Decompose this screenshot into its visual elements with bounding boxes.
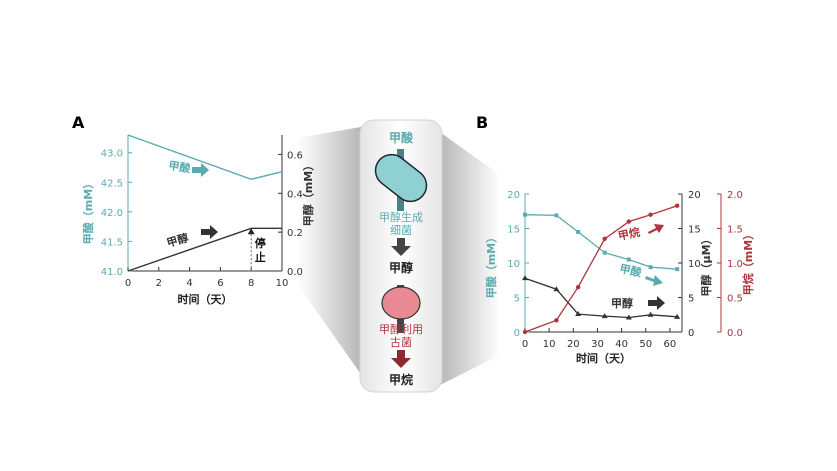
chart-b-x-tick-label: 0 (522, 339, 528, 350)
diagram-bacteria-label-2: 细菌 (390, 224, 412, 237)
chart-b-tick-label-methane: 0.0 (727, 328, 743, 339)
chart-b-point-formate (602, 250, 607, 255)
chart-b-tick-label-formate: 20 (507, 190, 520, 201)
chart-b-tick-label-methanol: 0 (688, 328, 694, 339)
chart-a-left-tick-label: 41.0 (101, 267, 123, 278)
chart-b-tick-label-methane: 2.0 (727, 190, 743, 201)
chart-a-stop-marker (247, 228, 255, 235)
chart-a-formate-label: 甲酸 (168, 158, 193, 175)
methanol-using-archaeon (381, 286, 421, 320)
chart-b-methane-arrow (648, 224, 664, 234)
chart-b-methane-label: 甲烷 (617, 225, 641, 243)
chart-b-formate-label: 甲酸 (618, 261, 643, 279)
chart-b-tick-label-formate: 0 (514, 328, 520, 339)
chart-b-point-formate (523, 212, 527, 217)
chart-b-tick-label-methane: 1.0 (727, 259, 743, 270)
methanol-producing-bacterium (374, 153, 428, 203)
diagram-methane-label: 甲烷 (389, 372, 413, 387)
chart-b: 0 5 10 15 20 0 5 10 15 20 0.0 0.5 1.0 1.5 2.0 0 10 20 30 40… (484, 190, 755, 365)
chart-a-x-tick-label: 10 (276, 278, 289, 289)
chart-b-point-methane (626, 219, 632, 224)
chart-a-series-formate-line (127, 134, 283, 181)
chart-b-tick-label-formate: 10 (507, 259, 520, 270)
chart-b-point-methanol (575, 311, 582, 317)
chart-b-point-formate (554, 213, 559, 218)
chart-a-right-tick-label: 0.2 (287, 228, 303, 239)
chart-a: 41.0 41.5 42.0 42.5 43.0 0.0 0.2 0.4 0.6 0 2 4 6 8 10 时… (81, 134, 315, 306)
panel-b-label: B (476, 113, 488, 132)
chart-a-left-tick-label: 42.5 (101, 178, 123, 189)
chart-b-tick-label-formate: 5 (514, 294, 520, 305)
chart-b-point-methane (522, 329, 528, 335)
chart-b-point-methane (575, 284, 581, 290)
chart-b-point-methanol (553, 286, 560, 292)
chart-b-point-formate (576, 229, 581, 234)
chart-b-x-tick-label: 40 (615, 339, 628, 350)
chart-b-series-formate-line (524, 214, 678, 270)
chart-b-tick-label-formate: 15 (507, 225, 520, 236)
zoom-wedge-left (298, 125, 372, 390)
chart-a-x-tick-label: 8 (248, 278, 254, 289)
chart-b-tick-label-methanol: 20 (688, 190, 701, 201)
diagram-formate-label: 甲酸 (389, 130, 414, 145)
chart-a-stop-label-2: 止 (255, 250, 266, 264)
chart-a-left-tick-label: 43.0 (101, 149, 123, 160)
diagram-archaea-label-2: 古菌 (390, 336, 412, 349)
chart-b-point-formate (648, 265, 653, 270)
chart-b-tick-label-methane: 1.5 (727, 225, 743, 236)
chart-b-tick-label-methanol: 15 (688, 225, 701, 236)
chart-a-right-tick-label: 0.0 (287, 267, 303, 278)
chart-a-methanol-arrow (201, 225, 218, 239)
chart-b-point-formate (675, 267, 680, 272)
chart-a-left-axis-title: 甲酸（mM） (81, 178, 95, 244)
chart-a-x-tick-label: 0 (125, 278, 131, 289)
chart-a-right-axis-title: 甲醇（mM） (301, 160, 315, 226)
chart-b-x-axis-title: 时间（天） (576, 351, 631, 365)
diagram-methanol-label: 甲醇 (389, 260, 413, 275)
chart-b-x-tick-label: 60 (664, 339, 677, 350)
chart-b-point-formate (626, 257, 631, 262)
chart-b-point-methanol (522, 275, 528, 281)
chart-b-tick-label-methanol: 5 (688, 294, 694, 305)
chart-b-methanol-label: 甲醇 (611, 296, 633, 310)
chart-b-axis-title-methanol: 甲醇（μM） (699, 233, 713, 296)
pathway-diagram: 甲酸 甲醇生成 细菌 甲醇 甲醇利用 古菌 甲烷 (359, 119, 443, 393)
chart-a-methanol-label: 甲醇 (165, 230, 190, 250)
chart-b-x-tick-label: 30 (591, 339, 604, 350)
diagram-archaea-label-1: 甲醇利用 (379, 322, 423, 336)
diagram-arrow-1 (391, 238, 411, 256)
zoom-wedge-right (430, 125, 500, 390)
chart-a-x-tick-label: 6 (217, 278, 223, 289)
chart-b-point-methane (674, 203, 680, 208)
chart-b-x-tick-label: 50 (639, 339, 652, 350)
chart-a-right-tick-label: 0.6 (287, 150, 303, 161)
chart-b-formate-arrow (645, 275, 663, 286)
chart-b-x-tick-label: 20 (567, 339, 580, 350)
diagram-arrow-2 (391, 350, 411, 368)
diagram-bacteria-label-1: 甲醇生成 (379, 210, 423, 224)
chart-a-formate-arrow (192, 163, 209, 177)
chart-b-point-methane (648, 212, 653, 217)
chart-a-stop-label-1: 停 (255, 236, 266, 250)
chart-b-point-methanol (647, 311, 654, 317)
chart-a-right-tick-label: 0.4 (287, 189, 303, 200)
chart-b-point-methanol (601, 313, 608, 319)
chart-b-tick-label-methane: 0.5 (727, 294, 743, 305)
chart-a-x-tick-label: 4 (186, 278, 192, 289)
chart-b-point-methane (554, 318, 559, 323)
chart-a-left-tick-label: 42.0 (101, 208, 123, 219)
panel-a-label: A (72, 113, 85, 132)
chart-a-x-tick-label: 2 (156, 278, 162, 289)
chart-b-point-methanol (625, 314, 632, 320)
chart-b-x-tick-label: 10 (543, 339, 556, 350)
chart-b-tick-label-methanol: 10 (688, 259, 701, 270)
chart-a-x-axis-title: 时间（天） (178, 292, 233, 306)
chart-b-point-methanol (674, 313, 681, 319)
chart-b-axis-title-formate: 甲酸（mM） (484, 232, 498, 298)
chart-a-left-tick-label: 41.5 (101, 237, 123, 248)
chart-b-methanol-arrow (648, 296, 665, 310)
chart-b-point-methane (602, 236, 607, 242)
chart-b-axis-title-methane: 甲烷（mM） (741, 229, 755, 295)
